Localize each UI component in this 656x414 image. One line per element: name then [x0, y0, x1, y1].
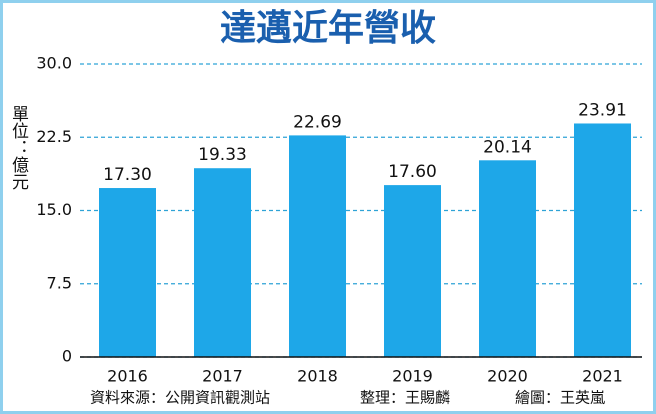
y-tick-label: 15.0	[36, 200, 72, 219]
x-tick-label: 2021	[582, 367, 623, 386]
source-note: 資料來源：公開資訊觀測站	[90, 389, 270, 407]
bar	[99, 188, 156, 357]
x-tick-label: 2017	[202, 367, 243, 386]
y-tick-label: 22.5	[36, 127, 72, 146]
y-axis-label: 單位：億元	[8, 105, 29, 190]
value-label: 17.60	[388, 162, 437, 182]
x-tick-label: 2018	[297, 367, 338, 386]
y-tick-label: 7.5	[47, 273, 72, 292]
bar	[384, 185, 441, 357]
designer-note: 繪圖：王英嵐	[515, 389, 605, 407]
value-label: 22.69	[293, 112, 342, 132]
bar	[194, 168, 251, 357]
bar	[289, 135, 346, 357]
value-label: 20.14	[483, 137, 532, 157]
chart-title: 達邁近年營收	[220, 8, 436, 49]
value-label: 23.91	[578, 100, 627, 120]
x-tick-label: 2020	[487, 367, 528, 386]
x-tick-label: 2016	[107, 367, 148, 386]
bar	[574, 123, 631, 357]
y-tick-label: 0	[62, 347, 72, 366]
y-tick-label: 30.0	[36, 54, 72, 73]
value-label: 17.30	[103, 165, 152, 185]
bar	[479, 160, 536, 357]
value-label: 19.33	[198, 145, 247, 165]
editor-note: 整理：王賜麟	[360, 389, 450, 407]
x-tick-label: 2019	[392, 367, 433, 386]
